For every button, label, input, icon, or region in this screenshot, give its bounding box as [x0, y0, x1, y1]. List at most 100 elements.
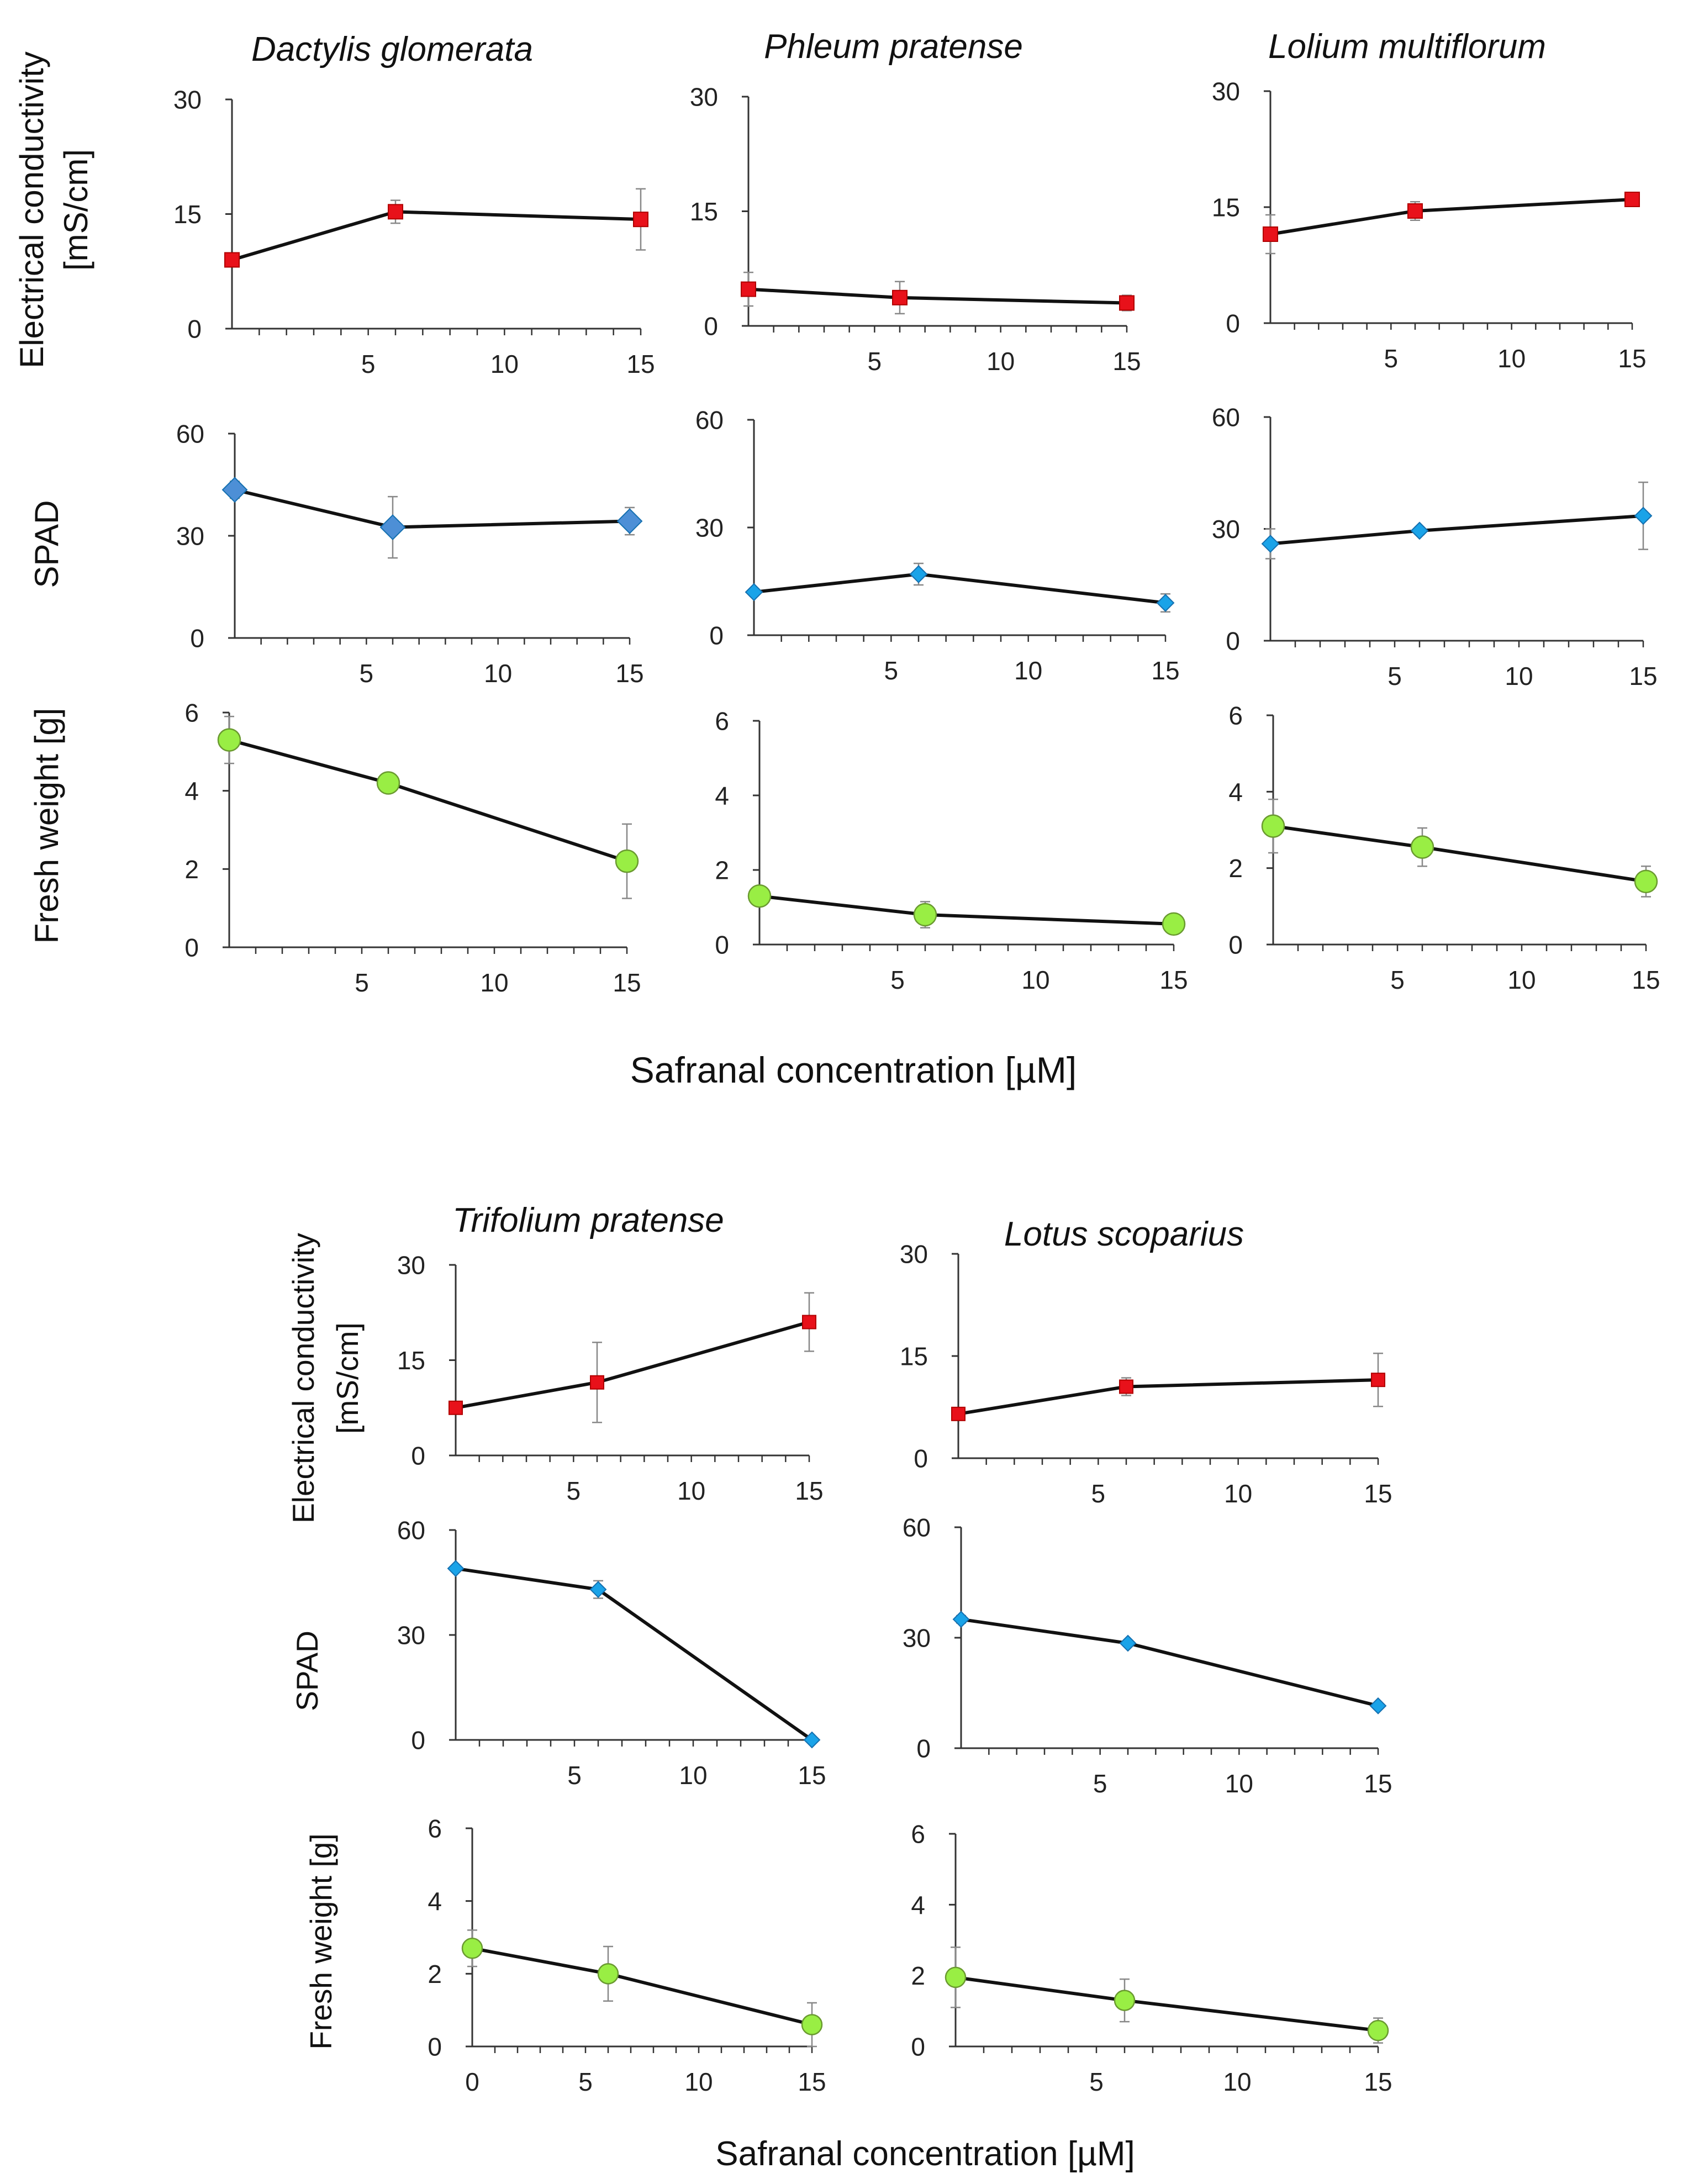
chart-panel-pp-fw: 0 2 4 6 5 10 15 — [715, 707, 1188, 994]
data-point — [221, 477, 248, 503]
species-title: Dactylis glomerata — [251, 30, 533, 68]
data-point — [913, 903, 937, 927]
data-point — [952, 1611, 970, 1628]
y-tick-label: 6 — [1228, 701, 1243, 730]
series-line — [231, 210, 641, 262]
x-tick-label: 5 — [868, 347, 882, 376]
x-tick-label: 5 — [1384, 344, 1399, 373]
x-tick-label: 15 — [798, 2067, 826, 2096]
y-tick-label: 30 — [1212, 77, 1240, 106]
data-point — [615, 849, 639, 873]
data-point — [892, 289, 908, 305]
series-line — [759, 894, 1174, 926]
data-point — [1261, 814, 1285, 838]
data-point — [633, 212, 648, 228]
y-tick-label: 6 — [428, 1814, 442, 1843]
y-tick-label: 30 — [903, 1624, 931, 1653]
series-line — [748, 287, 1127, 305]
y-tick-label: 60 — [903, 1513, 931, 1542]
data-point — [1119, 295, 1135, 311]
data-point — [745, 583, 763, 602]
y-tick-label: 0 — [916, 1734, 931, 1763]
x-tick-label: 15 — [1632, 966, 1660, 994]
series-line — [1270, 514, 1644, 546]
data-point — [590, 1375, 604, 1390]
x-tick-label: 5 — [355, 968, 369, 997]
x-tick-label: 15 — [1151, 656, 1179, 685]
y-tick-label: 30 — [397, 1251, 425, 1280]
series-line — [455, 1320, 810, 1410]
ec-ylabel-bottom-line1: Electrical conductivity — [286, 1233, 320, 1523]
y-tick-label: 60 — [397, 1516, 425, 1545]
y-tick-label: 0 — [1226, 309, 1240, 338]
chart-panel-dg-fw: 0 2 4 6 5 10 15 — [184, 699, 641, 997]
series-line — [753, 572, 1166, 605]
species-title: Phleum pratense — [764, 28, 1023, 66]
x-axis-label-bottom: Safranal concentration [µM] — [715, 2135, 1135, 2173]
y-tick-label: 0 — [1228, 931, 1243, 959]
chart-panel-tp-spad: 0 30 60 5 10 15 — [397, 1516, 826, 1790]
x-tick-label: 15 — [798, 1761, 826, 1790]
x-tick-label: 5 — [884, 656, 899, 685]
x-tick-label: 10 — [1224, 1479, 1252, 1508]
x-tick-label: 10 — [1497, 344, 1526, 373]
y-tick-label: 30 — [1212, 515, 1240, 544]
spad-ylabel-bottom: SPAD — [290, 1631, 324, 1711]
x-axis-label-top: Safranal concentration [µM] — [630, 1049, 1077, 1090]
data-point — [1114, 1990, 1136, 2011]
y-tick-label: 0 — [911, 2033, 925, 2061]
data-point — [1634, 869, 1658, 894]
data-point — [461, 1938, 483, 1959]
panel-group: 0 15 30 5 10 15 Dactylis glomerata 0 15 30 5 10 15 Ph… — [173, 28, 1660, 2096]
data-point — [1371, 1373, 1385, 1388]
data-point — [376, 771, 400, 795]
data-point — [1119, 1379, 1133, 1394]
x-tick-label: 10 — [1014, 656, 1042, 685]
x-tick-label: 15 — [1618, 344, 1646, 373]
x-tick-label: 10 — [1223, 2067, 1251, 2096]
fw-ylabel-top: Fresh weight [g] — [28, 708, 65, 944]
y-tick-label: 4 — [911, 1891, 925, 1919]
data-point — [597, 1963, 619, 1985]
data-point — [803, 1731, 821, 1749]
data-point — [741, 281, 756, 297]
data-point — [951, 1406, 966, 1421]
data-point — [909, 565, 928, 583]
x-tick-label: 15 — [615, 659, 643, 688]
chart-panel-ls-fw: 0 2 4 6 5 10 15 — [911, 1820, 1392, 2096]
y-tick-label: 0 — [187, 315, 202, 344]
x-tick-label: 15 — [1364, 1479, 1392, 1508]
data-point — [1624, 192, 1640, 207]
x-tick-label: 10 — [677, 1476, 705, 1505]
chart-panel-pp-spad: 0 30 60 5 10 15 — [695, 406, 1180, 685]
y-tick-label: 6 — [184, 699, 199, 727]
x-tick-label: 0 — [465, 2067, 479, 2096]
y-tick-label: 60 — [695, 406, 724, 435]
x-tick-label: 5 — [1390, 966, 1405, 994]
x-tick-label: 10 — [1225, 1769, 1253, 1798]
chart-panel-ls-ec: 0 15 30 5 10 15 Lotus scoparius — [900, 1215, 1392, 1508]
y-tick-label: 30 — [695, 514, 724, 542]
x-tick-label: 10 — [480, 968, 508, 997]
x-tick-label: 10 — [684, 2067, 713, 2096]
x-tick-label: 5 — [360, 659, 374, 688]
y-tick-label: 0 — [914, 1444, 928, 1473]
x-tick-label: 10 — [1021, 966, 1049, 994]
series-line — [472, 1946, 813, 2027]
y-tick-label: 30 — [173, 86, 202, 114]
ec-ylabel-top-line1: Electrical conductivity — [13, 51, 50, 368]
data-point — [1119, 1634, 1137, 1652]
spad-ylabel-top: SPAD — [28, 500, 65, 588]
data-point — [1410, 835, 1434, 859]
x-tick-label: 5 — [361, 350, 376, 378]
data-point — [1410, 521, 1429, 540]
y-tick-label: 15 — [397, 1346, 425, 1375]
chart-panel-ls-spad: 0 30 60 5 10 15 — [903, 1513, 1392, 1798]
x-tick-label: 5 — [567, 1476, 581, 1505]
y-tick-label: 15 — [173, 200, 202, 229]
series-line — [1270, 198, 1633, 236]
y-tick-label: 6 — [715, 707, 729, 736]
x-tick-label: 15 — [1629, 662, 1657, 690]
x-tick-label: 5 — [1091, 1479, 1106, 1508]
series-line — [958, 1378, 1379, 1416]
